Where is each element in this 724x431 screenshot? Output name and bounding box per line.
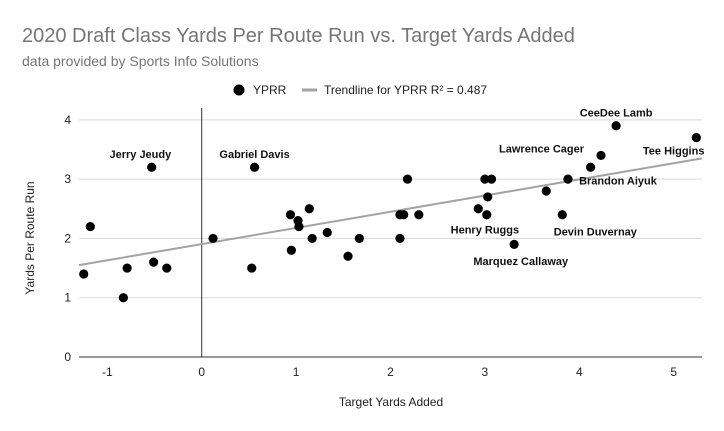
data-point	[509, 239, 519, 249]
x-tick-label: 5	[670, 365, 677, 379]
x-tick-label: 4	[576, 365, 583, 379]
data-point	[480, 174, 490, 184]
data-point	[286, 245, 296, 255]
data-point	[247, 263, 257, 273]
y-tick-label: 3	[64, 172, 71, 186]
annotations-layer: Jerry Jeudy Gabriel Davis CeeDee Lamb Lawre…	[109, 108, 704, 268]
x-tick-label: -1	[102, 365, 113, 379]
legend-trend-label: Trendline for YPRR R² = 0.487	[324, 83, 487, 97]
data-point	[208, 233, 218, 244]
point-annotation: Marquez Callaway	[473, 256, 569, 268]
data-point	[586, 162, 596, 172]
data-point	[414, 210, 424, 220]
data-point	[557, 210, 567, 220]
y-axis-label: Yards Per Route Run	[23, 181, 37, 294]
data-point	[691, 133, 701, 143]
data-point	[402, 174, 413, 184]
chart-subtitle: data provided by Sports Info Solutions	[22, 53, 259, 69]
y-tick-label: 0	[64, 350, 71, 364]
data-point	[79, 269, 89, 279]
y-tick-label: 2	[64, 231, 71, 245]
data-point	[307, 233, 317, 244]
x-axis-label: Target Yards Added	[339, 395, 443, 409]
data-point	[285, 210, 296, 220]
data-point	[147, 162, 157, 172]
y-tick-label: 1	[64, 291, 71, 305]
point-annotation: Jerry Jeudy	[109, 149, 172, 161]
x-tick-label: 0	[198, 365, 205, 379]
data-point	[395, 233, 405, 244]
legend: YPRR Trendline for YPRR R² = 0.487	[233, 83, 487, 97]
x-tick-label: 1	[293, 365, 300, 379]
data-point	[611, 121, 621, 131]
points-layer	[79, 121, 701, 303]
data-point	[343, 251, 353, 261]
trendline	[78, 157, 703, 267]
point-annotation: CeeDee Lamb	[580, 108, 653, 120]
data-point	[85, 221, 95, 232]
data-point	[148, 257, 159, 267]
legend-series-label: YPRR	[253, 83, 287, 97]
x-tick-label: 3	[482, 365, 489, 379]
trendline-layer	[78, 157, 703, 267]
point-annotation: Henry Ruggs	[451, 225, 519, 237]
data-point	[354, 233, 364, 244]
data-point	[294, 221, 304, 232]
x-tick-label: 2	[387, 365, 394, 379]
tick-labels-layer: 0 1 2 3 4 -1 0 1 2 3 4 5	[64, 113, 677, 379]
data-point	[541, 186, 551, 196]
data-point	[322, 227, 332, 238]
data-point	[249, 162, 260, 172]
data-point	[122, 263, 132, 273]
point-annotation: Devin Duvernay	[554, 226, 638, 238]
y-tick-label: 4	[64, 113, 71, 127]
data-point	[563, 174, 573, 184]
data-point	[118, 293, 128, 303]
data-point	[486, 174, 497, 184]
data-point	[162, 263, 172, 273]
point-annotation: Lawrence Cager	[499, 143, 585, 155]
data-point	[473, 204, 483, 214]
data-point	[482, 210, 492, 220]
point-annotation: Gabriel Davis	[219, 149, 289, 161]
data-point	[399, 210, 409, 220]
data-point	[304, 204, 314, 214]
chart-title: 2020 Draft Class Yards Per Route Run vs.…	[22, 25, 575, 47]
point-annotation: Brandon Aiyuk	[579, 175, 658, 187]
data-point	[596, 150, 606, 161]
grid-layer	[79, 108, 702, 358]
legend-series-marker	[233, 84, 245, 96]
point-annotation: Tee Higgins	[643, 146, 705, 158]
data-point	[483, 192, 493, 202]
